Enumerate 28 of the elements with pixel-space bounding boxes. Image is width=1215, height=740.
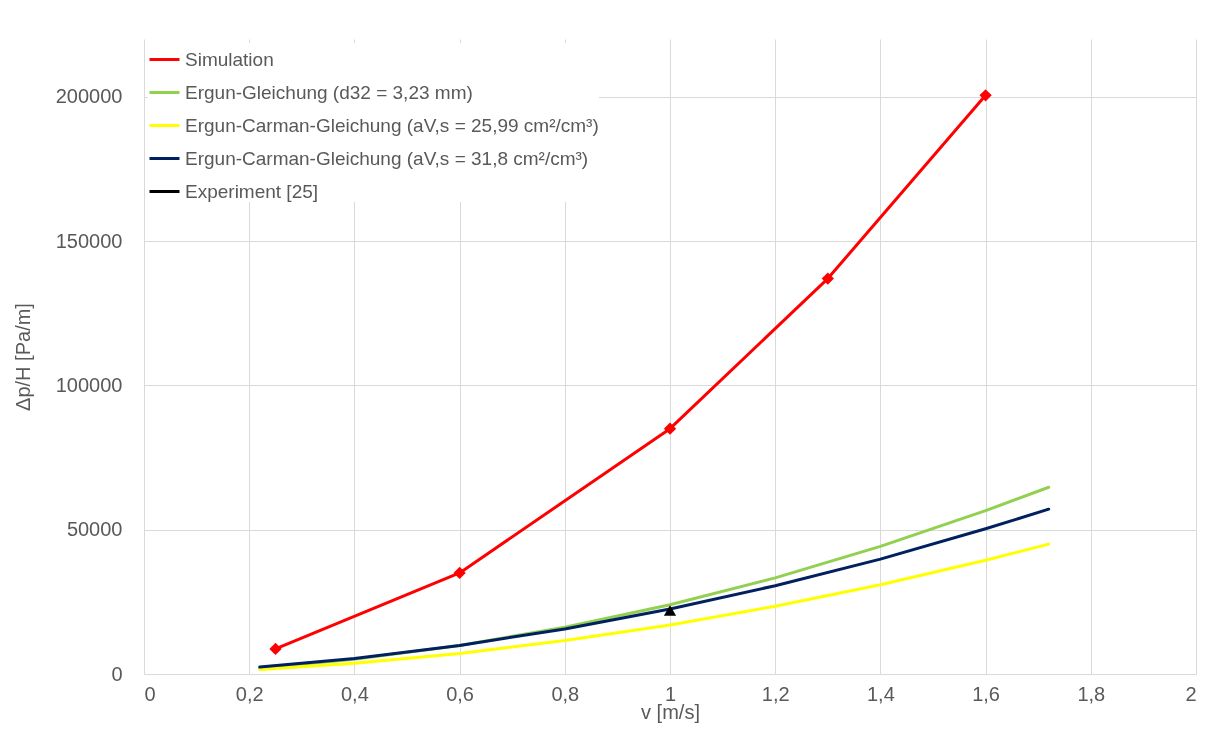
x-tick-label: 1,4 [866, 682, 895, 705]
point [979, 89, 992, 102]
point [821, 272, 834, 285]
x-tick-label: 1,8 [1077, 682, 1106, 705]
legend-label: Ergun-Carman-Gleichung (aV,s = 25,99 cm²/cm³) [185, 114, 599, 136]
line-series [258, 542, 1051, 671]
x-tick-label: 1,2 [761, 682, 790, 705]
legend-label: Simulation [185, 48, 274, 70]
legend-label: Experiment [25] [185, 180, 319, 202]
point [663, 422, 677, 435]
legend-label: Ergun-Carman-Gleichung (aV,s = 31,8 cm²/cm³) [185, 147, 589, 169]
y-tick-label: 100000 [55, 373, 123, 396]
y-tick-label: 50000 [66, 518, 123, 541]
x-tick-label: 0,6 [446, 682, 475, 705]
x-tick-label: 0,4 [340, 682, 369, 705]
legend-label: Ergun-Gleichung (d32 = 3,23 mm) [185, 81, 473, 103]
y-tick-label: 150000 [55, 229, 123, 252]
point [453, 566, 466, 580]
x-tick-label: 0,2 [235, 682, 264, 705]
point [663, 605, 677, 616]
y-tick-label: 200000 [55, 85, 123, 108]
point [269, 642, 282, 656]
y-tick-label: 0 [111, 662, 123, 685]
x-tick-label: 0 [144, 682, 156, 705]
x-tick-label: 0,8 [551, 682, 580, 705]
x-tick-label: 2 [1185, 682, 1197, 705]
y-axis-title: Δp/H [Pa/m] [11, 303, 34, 411]
x-tick-label: 1,6 [972, 682, 1001, 705]
